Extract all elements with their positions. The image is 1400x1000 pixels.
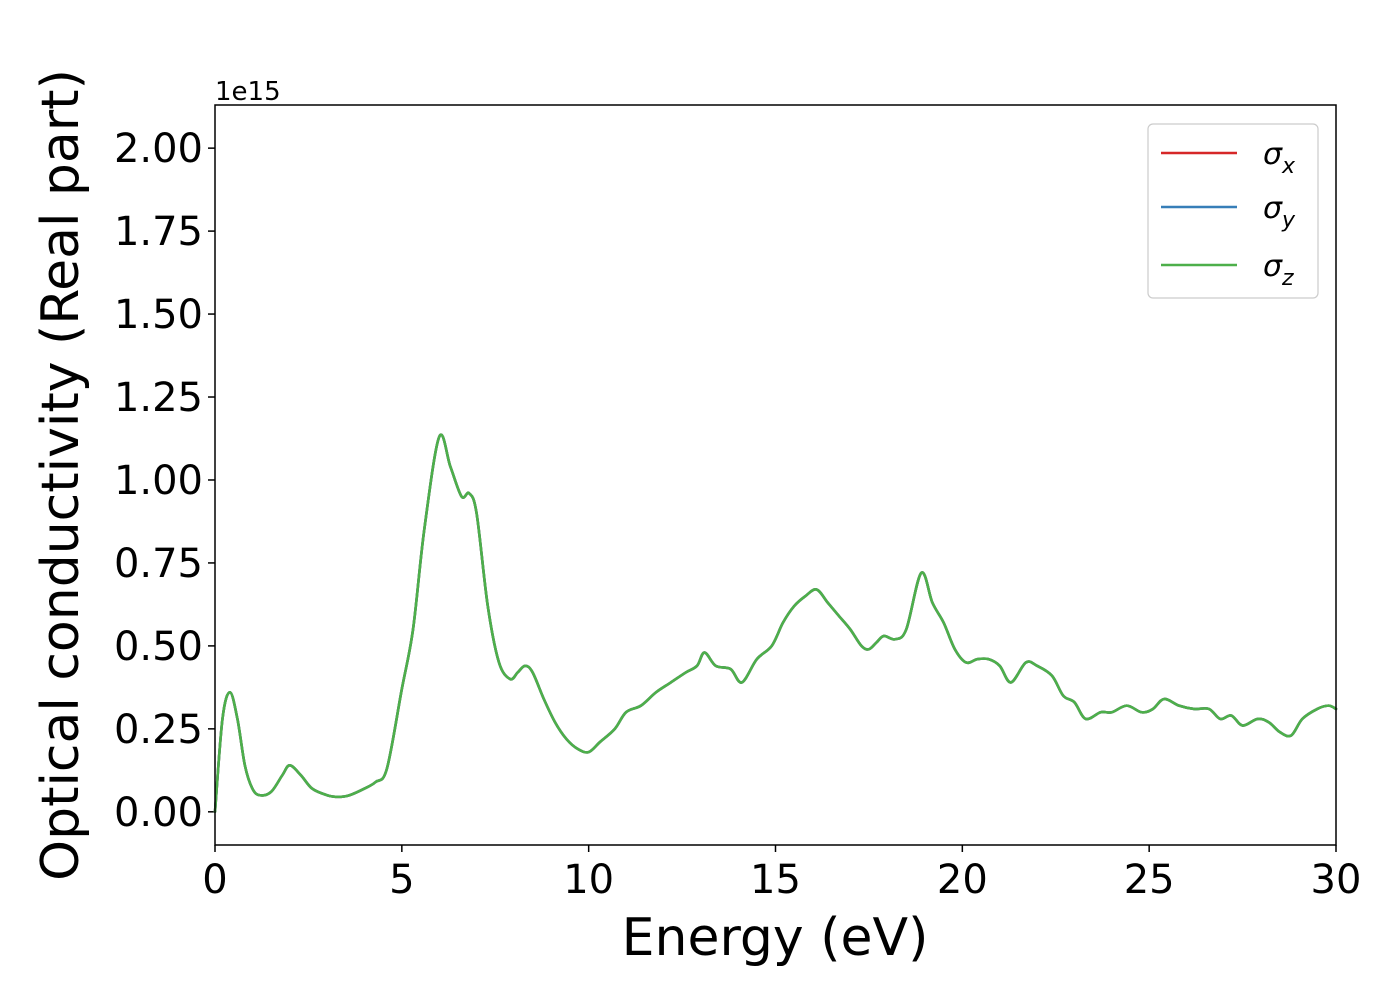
legend-box: [1147, 123, 1319, 299]
x-tick-label: 5: [389, 857, 414, 903]
legend-label-y: σy: [1263, 191, 1296, 233]
plot-frame: [214, 104, 1337, 846]
y-axis-title: Optical conductivity (Real part): [31, 69, 91, 881]
series-layer: [213, 433, 1338, 814]
y-tick-label: 1.25: [114, 375, 203, 421]
y-tick-label: 0.25: [114, 707, 203, 753]
x-tick-label: 0: [202, 857, 227, 903]
legend-label-z: σz: [1263, 249, 1294, 291]
y-tick-label: 1.00: [114, 458, 203, 504]
y-tick-label: 0.75: [114, 541, 203, 587]
y-tick-label: 1.75: [114, 209, 203, 255]
legend: σx σy σz: [1147, 123, 1319, 299]
y-offset-label: 1e15: [215, 77, 281, 107]
x-tick-label: 10: [563, 857, 614, 903]
x-tick-label: 20: [937, 857, 988, 903]
x-tick-label: 30: [1311, 857, 1362, 903]
x-axis-ticks: 0 5 10 15 20 25 30: [202, 845, 1361, 903]
x-tick-label: 15: [750, 857, 801, 903]
y-tick-label: 0.00: [114, 790, 203, 836]
y-tick-label: 2.00: [114, 126, 203, 172]
legend-label-x: σx: [1263, 137, 1296, 179]
y-axis-ticks: 0.00 0.25 0.50 0.75 1.00 1.25 1.50 1.75 2.00: [114, 126, 215, 836]
y-tick-label: 1.50: [114, 292, 203, 338]
series-line-z: [213, 433, 1338, 814]
x-tick-label: 25: [1124, 857, 1175, 903]
y-tick-label: 0.50: [114, 624, 203, 670]
x-axis-title: Energy (eV): [622, 908, 929, 968]
